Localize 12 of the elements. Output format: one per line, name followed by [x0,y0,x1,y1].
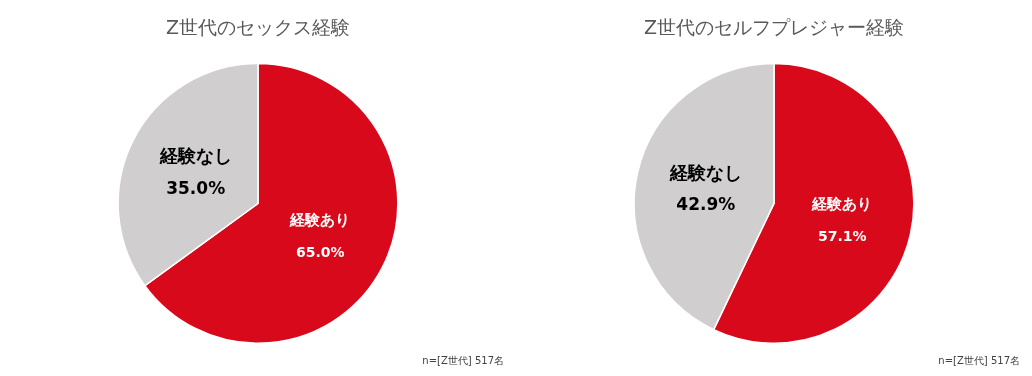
data-label: 42.9% [676,194,736,215]
slice-label: 経験なし [668,161,742,183]
chart-title: Z世代のセックス経験 [165,16,351,39]
data-label: 65.0% [296,243,345,260]
slice-label: 経験あり [289,211,351,230]
chart-title: Z世代のセルフプレジャー経験 [643,16,905,39]
text: n=[Z世代] 517名 [938,354,1020,368]
text: n=[Z世代] 517名 [422,354,504,368]
slice-label: 経験なし [158,145,232,167]
slice-label: 経験あり [811,194,873,213]
data-label: 57.1% [817,227,867,244]
data-label: 35.0% [166,178,226,199]
